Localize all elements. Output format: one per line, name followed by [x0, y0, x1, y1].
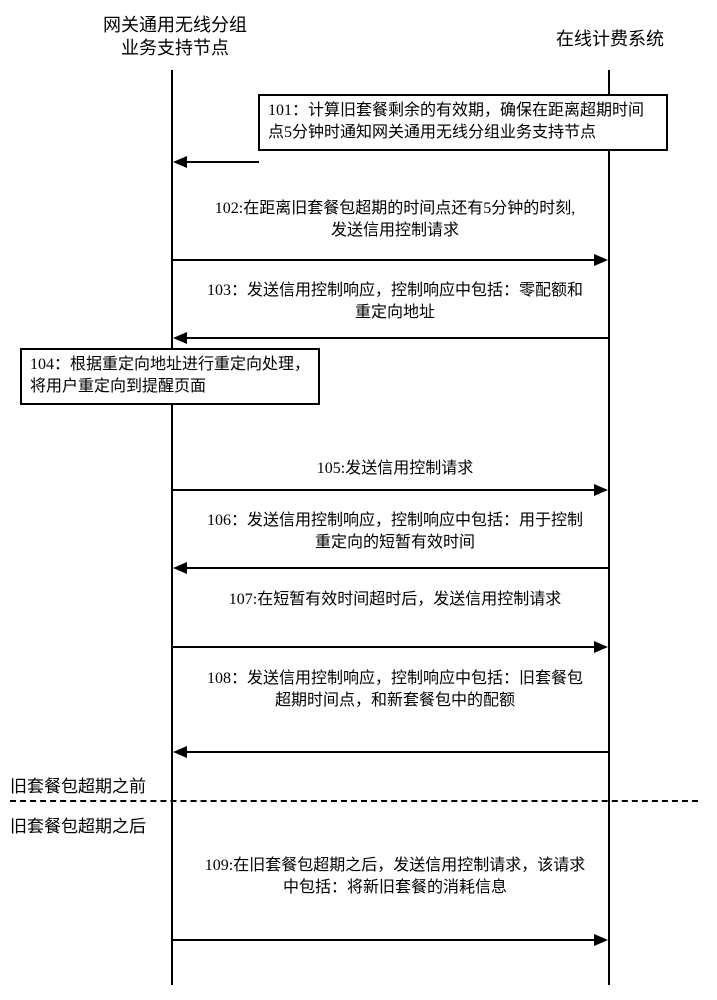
arrow-108 — [186, 751, 608, 753]
msg-106: 106：发送信用控制响应，控制响应中包括：用于控制重定向的短暂有效时间 — [200, 510, 590, 555]
phase-before: 旧套餐包超期之前 — [10, 772, 146, 797]
msg-101-box: 101：计算旧套餐剩余的有效期，确保在距离超期时间点5分钟时通知网关通用无线分组… — [258, 94, 668, 151]
arrow-101 — [186, 161, 259, 163]
participant-left: 网关通用无线分组业务支持节点 — [85, 14, 265, 61]
phase-divider — [10, 800, 698, 802]
arrow-103 — [186, 337, 608, 339]
msg-107: 107:在短暂有效时间超时后，发送信用控制请求 — [225, 589, 565, 611]
msg-108: 108：发送信用控制响应，控制响应中包括：旧套餐包超期时间点，和新套餐包中的配额 — [200, 668, 590, 713]
arrow-107-head — [594, 641, 608, 653]
arrow-109 — [173, 939, 595, 941]
arrow-102-head — [594, 254, 608, 266]
msg-109: 109:在旧套餐包超期之后，发送信用控制请求，该请求中包括：将新旧套餐的消耗信息 — [200, 855, 590, 900]
sequence-diagram: 网关通用无线分组业务支持节点 在线计费系统 101：计算旧套餐剩余的有效期，确保… — [0, 0, 717, 1000]
arrow-103-head — [173, 332, 187, 344]
lifeline-left — [171, 70, 173, 985]
arrow-107 — [173, 646, 595, 648]
phase-after: 旧套餐包超期之后 — [10, 812, 146, 837]
arrow-101-head — [173, 156, 187, 168]
msg-104-box: 104：根据重定向地址进行重定向处理，将用户重定向到提醒页面 — [20, 348, 320, 405]
arrow-102 — [173, 259, 595, 261]
arrow-108-head — [173, 746, 187, 758]
arrow-106-head — [173, 562, 187, 574]
arrow-105 — [173, 489, 595, 491]
msg-105: 105:发送信用控制请求 — [260, 458, 530, 480]
arrow-106 — [186, 567, 608, 569]
participant-right: 在线计费系统 — [520, 28, 700, 51]
msg-103: 103：发送信用控制响应，控制响应中包括：零配额和重定向地址 — [200, 280, 590, 325]
arrow-109-head — [594, 934, 608, 946]
arrow-105-head — [594, 484, 608, 496]
msg-102: 102:在距离旧套餐包超期的时间点还有5分钟的时刻,发送信用控制请求 — [210, 198, 580, 243]
lifeline-right — [608, 70, 610, 985]
